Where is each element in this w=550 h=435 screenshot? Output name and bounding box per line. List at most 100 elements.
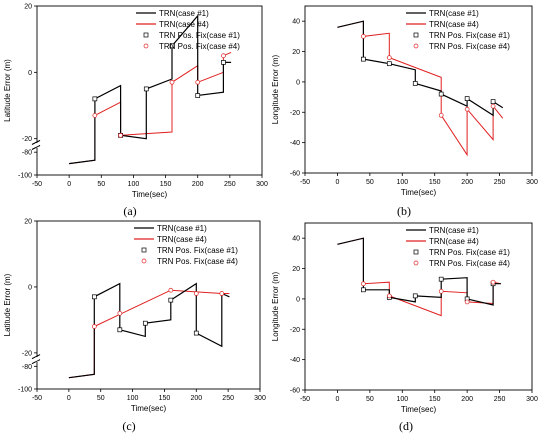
y-tick-label: 20: [24, 219, 32, 226]
legend-label: TRN Pos. Fix(case #1): [157, 246, 238, 255]
fix-marker-case4: [361, 34, 366, 39]
fix-marker-case4: [438, 112, 444, 118]
y-tick-label: 40: [292, 19, 300, 26]
y-tick-label: -40: [290, 140, 300, 147]
legend-label: TRN(case #1): [157, 224, 207, 233]
x-tick-label: 150: [429, 396, 441, 403]
plot-frame: [36, 5, 263, 176]
legend-swatch: [141, 258, 147, 264]
x-axis-label: Time(sec): [131, 404, 167, 413]
chart-panel-a: -50 0 50 100 150 200 250 300 -100 -80 -20 0 20 Time(s…: [3, 4, 268, 219]
fix-marker-case1: [361, 56, 366, 62]
fix-marker-case4: [193, 291, 199, 296]
y-tick-label: -60: [290, 171, 300, 178]
fix-marker-case4: [221, 53, 226, 59]
legend-swatch: [413, 260, 419, 266]
y-tick-label: 0: [28, 284, 32, 291]
legend-label: TRN(case #4): [429, 20, 479, 29]
legend-label: TRN Pos. Fix(case #4): [159, 42, 240, 51]
legend-label: TRN(case #4): [157, 235, 207, 244]
fix-marker-case1: [412, 81, 418, 86]
fix-marker-case4: [91, 324, 97, 329]
axis-break-gap: [35, 142, 39, 148]
fix-marker-case1: [221, 60, 226, 65]
panel-label: (d): [399, 419, 413, 433]
y-tick-label: 0: [28, 70, 32, 77]
fix-marker-case1: [195, 93, 201, 98]
legend: TRN(case #1) TRN(case #4) TRN Pos. Fix(cas…: [406, 9, 510, 51]
chart-panel-d: -50 0 50 100 150 200 250 300 -60 -40 -20 0 20 40 Time(…: [271, 222, 538, 433]
fix-marker-case1: [92, 96, 98, 102]
fix-marker-case1: [412, 293, 418, 299]
y-tick-label: -20: [22, 350, 32, 357]
fix-marker-case1: [438, 276, 444, 282]
fix-marker-case4: [118, 132, 123, 138]
legend-label: TRN(case #4): [429, 237, 479, 246]
x-tick-label: 50: [97, 395, 105, 402]
fix-marker-case4: [490, 279, 496, 285]
x-tick-label: 0: [335, 179, 339, 186]
x-tick-label: 0: [67, 395, 71, 402]
series-line-case1: [337, 237, 501, 306]
y-axis-label: Latitude Error (m): [3, 273, 12, 336]
panel-label: (c): [122, 419, 135, 433]
x-tick-label: 100: [396, 179, 408, 186]
legend-swatch: [143, 32, 149, 38]
y-tick-label: -100: [18, 173, 32, 180]
y-tick-label: -20: [290, 327, 300, 334]
fix-marker-case1: [91, 294, 97, 300]
x-tick-label: 200: [192, 181, 204, 188]
fix-marker-case4: [195, 79, 201, 85]
x-tick-label: -50: [32, 395, 42, 402]
x-tick-label: 0: [67, 181, 71, 188]
y-tick-label: -40: [290, 357, 300, 364]
plot-frame: [36, 220, 261, 390]
series-line-case1: [68, 282, 230, 379]
legend-swatch: [413, 32, 419, 38]
fix-marker-case1: [143, 86, 149, 92]
plot-area: [337, 20, 504, 157]
fix-marker-case1: [169, 43, 175, 49]
legend: TRN(case #1) TRN(case #4) TRN Pos. Fix(cas…: [136, 9, 240, 51]
x-tick-label: 250: [224, 181, 236, 188]
x-tick-label: 0: [335, 396, 339, 403]
series-line-case1: [69, 14, 232, 165]
fix-marker-case4: [438, 288, 444, 294]
legend-label: TRN(case #1): [159, 9, 209, 18]
x-tick-label: 50: [366, 179, 374, 186]
x-tick-label: 300: [526, 179, 538, 186]
plot-area: [337, 237, 501, 317]
fix-marker-case4: [168, 287, 174, 293]
fix-marker-case1: [464, 96, 470, 101]
legend-label: TRN Pos. Fix(case #4): [429, 259, 510, 268]
plot-frame: [304, 5, 533, 174]
x-tick-label: 200: [461, 396, 473, 403]
x-axis-label: Time(sec): [132, 190, 168, 199]
y-tick-label: 20: [24, 4, 32, 11]
legend: TRN(case #1) TRN(case #4) TRN Pos. Fix(cas…: [134, 224, 238, 266]
x-axis-label: Time(sec): [401, 188, 437, 197]
x-tick-label: -50: [300, 396, 310, 403]
axis-break-mark: [31, 354, 41, 360]
x-tick-label: 250: [222, 395, 234, 402]
axis-break-mark: [31, 145, 41, 150]
chart-panel-b: -50 0 50 100 150 200 250 300 -60 -40 -20 0 20 40 Time(…: [271, 5, 538, 218]
x-tick-label: 300: [256, 181, 268, 188]
x-tick-label: 250: [494, 396, 506, 403]
x-tick-label: 200: [461, 179, 473, 186]
y-tick-label: -20: [290, 110, 300, 117]
fix-marker-case4: [386, 55, 392, 60]
x-axis-label: Time(sec): [401, 405, 437, 414]
fix-marker-case1: [142, 320, 148, 326]
y-tick-label: 20: [292, 49, 300, 56]
x-tick-label: 50: [97, 181, 105, 188]
x-tick-label: 100: [128, 181, 140, 188]
series-line-case4: [68, 289, 230, 379]
axis-break-gap: [35, 357, 39, 363]
legend-label: TRN Pos. Fix(case #1): [159, 31, 240, 40]
y-tick-label: -20: [22, 136, 32, 143]
fix-marker-case4: [117, 310, 123, 316]
legend-label: TRN Pos. Fix(case #1): [429, 248, 510, 257]
legend-label: TRN Pos. Fix(case #1): [429, 31, 510, 40]
y-tick-label: 20: [292, 266, 300, 273]
